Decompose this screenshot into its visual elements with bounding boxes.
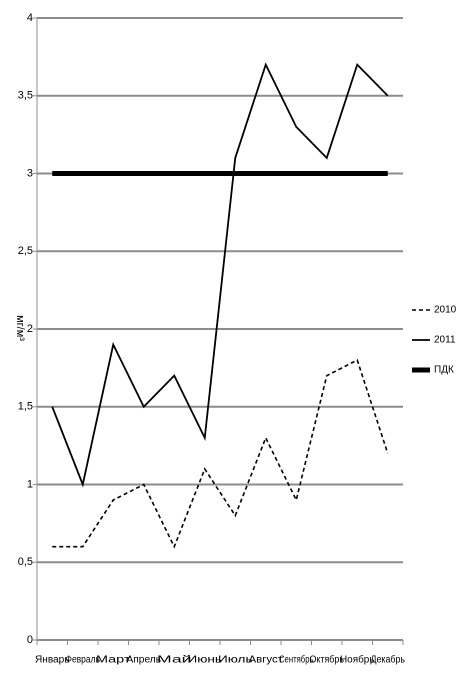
y-tick-label: 3,5: [18, 90, 33, 102]
y-tick-label: 0,5: [18, 556, 33, 568]
x-tick-label: Октябрь: [310, 654, 345, 666]
y-tick-label: 2: [27, 323, 33, 335]
series-line: [52, 358, 389, 549]
x-tick-label: Ноябрь: [340, 654, 375, 666]
y-tick-label: 0: [27, 634, 33, 646]
x-tick-label: Январь: [35, 655, 70, 666]
x-tick-label: Март: [96, 655, 131, 666]
x-tick-label: Май: [157, 655, 192, 666]
x-tick-label: Декабрь: [371, 654, 406, 666]
legend-label: 2011: [434, 335, 456, 346]
y-tick-label: 4: [27, 12, 33, 24]
x-tick-label: Сентябрь: [279, 654, 314, 666]
y-tick-label: 1,5: [18, 401, 33, 413]
x-tick-label: Август: [249, 655, 284, 666]
y-axis-label: мг/м³: [14, 315, 26, 341]
x-tick-label: Февраль: [66, 655, 101, 666]
series-line: [51, 62, 389, 488]
x-tick-label: Июль: [218, 655, 253, 666]
x-tick-label: Июнь: [188, 655, 223, 666]
y-tick-label: 3: [27, 167, 33, 179]
y-tick-label: 1: [27, 478, 33, 490]
x-tick-label: Апрель: [127, 655, 162, 666]
y-tick-label: 2,5: [18, 245, 33, 257]
legend-label: 2010: [434, 305, 457, 316]
legend-label: ПДК: [434, 365, 454, 376]
